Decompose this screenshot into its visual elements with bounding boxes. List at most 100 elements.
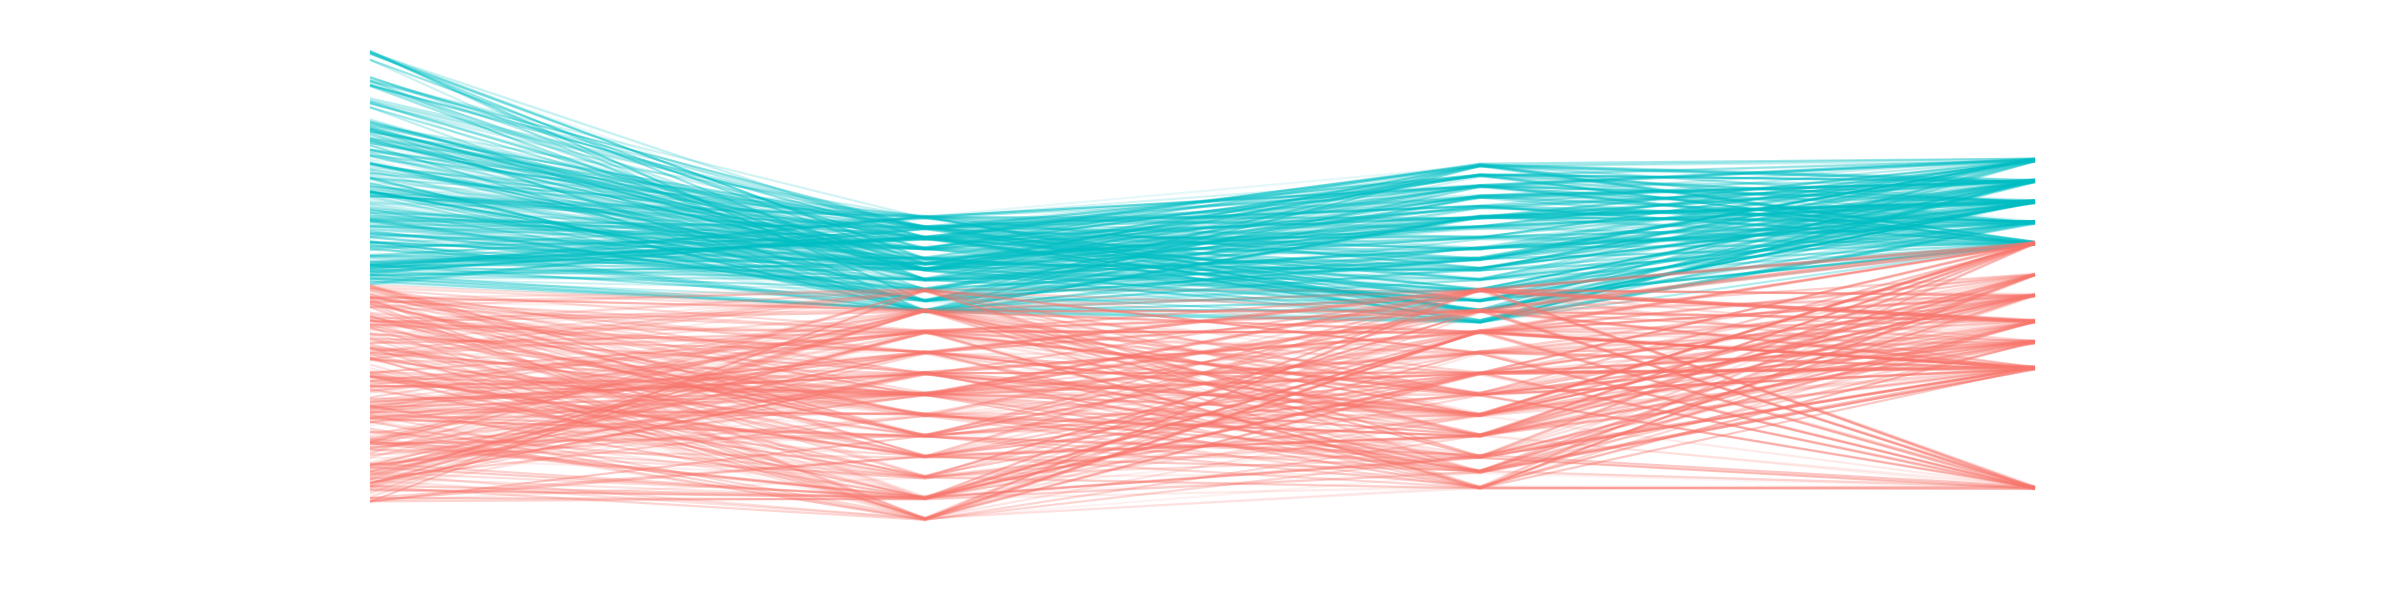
series-line-group_a <box>369 215 2036 322</box>
series-line-group_a <box>369 158 2036 281</box>
series-line-group_b <box>369 240 2036 489</box>
series-line-group_a <box>369 158 2036 322</box>
series-line-group_b <box>369 321 2036 474</box>
series-line-group_b <box>369 273 2036 501</box>
series-line-group_a <box>369 182 2036 271</box>
series-line-group_a <box>369 158 2036 274</box>
series-line-group_b <box>369 341 2036 474</box>
series-line-group_a <box>369 159 2036 250</box>
series-line-group_a <box>369 218 2036 302</box>
series-line-group_a <box>369 197 2036 324</box>
series-line-group_a <box>369 157 2036 311</box>
series-line-group_a <box>369 190 2036 272</box>
series-line-group_b <box>369 320 2036 500</box>
series-line-group_b <box>369 309 2036 485</box>
series-line-group_b <box>369 273 2036 490</box>
series-line-group_a <box>369 231 2036 301</box>
series-line-group_b <box>369 368 2036 501</box>
series-line-group_a <box>369 83 2036 271</box>
series-line-group_b <box>369 241 2036 396</box>
series-line-group_b <box>369 289 2036 455</box>
series-line-group_a <box>369 154 2036 302</box>
series-line-group_b <box>369 286 2036 458</box>
series-line-group_b <box>369 287 2036 369</box>
series-line-group_b <box>369 340 2036 501</box>
series-line-group_a <box>369 130 2036 249</box>
series-line-group_b <box>369 331 2036 490</box>
series-line-group_b <box>369 329 2036 488</box>
series-line-group_b <box>369 329 2036 409</box>
series-line-group_b <box>369 333 2036 458</box>
series-line-group_b <box>369 274 2036 490</box>
series-line-group_a <box>369 178 2036 324</box>
series-line-group_a <box>369 164 2036 311</box>
series-line-group_a <box>369 130 2036 245</box>
series-line-group_a <box>369 189 2036 324</box>
series-line-group_a <box>369 201 2036 302</box>
series-line-group_b <box>369 242 2036 499</box>
series-line-group_b <box>369 243 2036 354</box>
series-line-group_a <box>369 179 2036 269</box>
series-line-group_b <box>369 240 2036 402</box>
series-line-group_b <box>369 242 2036 418</box>
series-group-b-lines <box>369 240 2036 522</box>
series-line-group_a <box>369 148 2036 228</box>
series-line-group_b <box>369 294 2036 470</box>
series-line-group_b <box>369 321 2036 498</box>
series-line-group_a <box>369 179 2036 292</box>
series-line-group_b <box>369 241 2036 498</box>
series-line-group_a <box>369 179 2036 322</box>
series-line-group_a <box>369 158 2036 302</box>
series-line-group_a <box>369 185 2036 244</box>
series-line-group_a <box>369 78 2036 313</box>
series-line-group_b <box>369 243 2036 521</box>
series-line-group_b <box>369 365 2036 473</box>
series-line-group_b <box>369 330 2036 476</box>
series-line-group_b <box>369 309 2036 490</box>
series-line-group_a <box>369 150 2036 219</box>
series-line-group_b <box>369 294 2036 413</box>
series-line-group_b <box>369 309 2036 485</box>
series-line-group_b <box>369 242 2036 439</box>
series-line-group_b <box>369 414 2036 489</box>
series-line-group_a <box>369 127 2036 265</box>
series-line-group_a <box>369 153 2036 282</box>
series-line-group_a <box>369 154 2036 280</box>
series-line-group_b <box>369 310 2036 371</box>
series-line-group_b <box>369 339 2036 416</box>
series-line-group_b <box>369 242 2036 520</box>
series-line-group_a <box>369 52 2036 260</box>
series-line-group_a <box>369 149 2036 271</box>
series-line-group_a <box>369 160 2036 313</box>
series-line-group_b <box>369 289 2036 417</box>
series-line-group_a <box>369 200 2036 313</box>
series-line-group_b <box>369 274 2036 436</box>
series-line-group_b <box>369 309 2036 397</box>
series-line-group_b <box>369 330 2036 490</box>
series-line-group_a <box>369 97 2036 303</box>
series-line-group_a <box>369 118 2036 281</box>
series-line-group_a <box>369 132 2036 271</box>
series-line-group_a <box>369 202 2036 250</box>
series-line-group_b <box>369 320 2036 459</box>
series-line-group_a <box>369 157 2036 284</box>
series-line-group_b <box>369 273 2036 472</box>
series-line-group_b <box>369 241 2036 437</box>
series-line-group_a <box>369 200 2036 302</box>
series-line-group_b <box>369 242 2036 395</box>
series-line-group_a <box>369 133 2036 303</box>
series-line-group_a <box>369 148 2036 244</box>
series-line-group_b <box>369 294 2036 465</box>
series-line-group_b <box>369 300 2036 490</box>
series-line-group_b <box>369 242 2036 457</box>
series-line-group_a <box>369 154 2036 259</box>
series-line-group_b <box>369 274 2036 488</box>
series-line-group_b <box>369 302 2036 437</box>
series-line-group_b <box>369 243 2036 501</box>
series-line-group_a <box>369 177 2036 224</box>
series-line-group_b <box>369 241 2036 484</box>
series-line-group_a <box>369 199 2036 272</box>
series-line-group_b <box>369 327 2036 459</box>
series-line-group_a <box>369 220 2036 311</box>
series-line-group_a <box>369 140 2036 251</box>
